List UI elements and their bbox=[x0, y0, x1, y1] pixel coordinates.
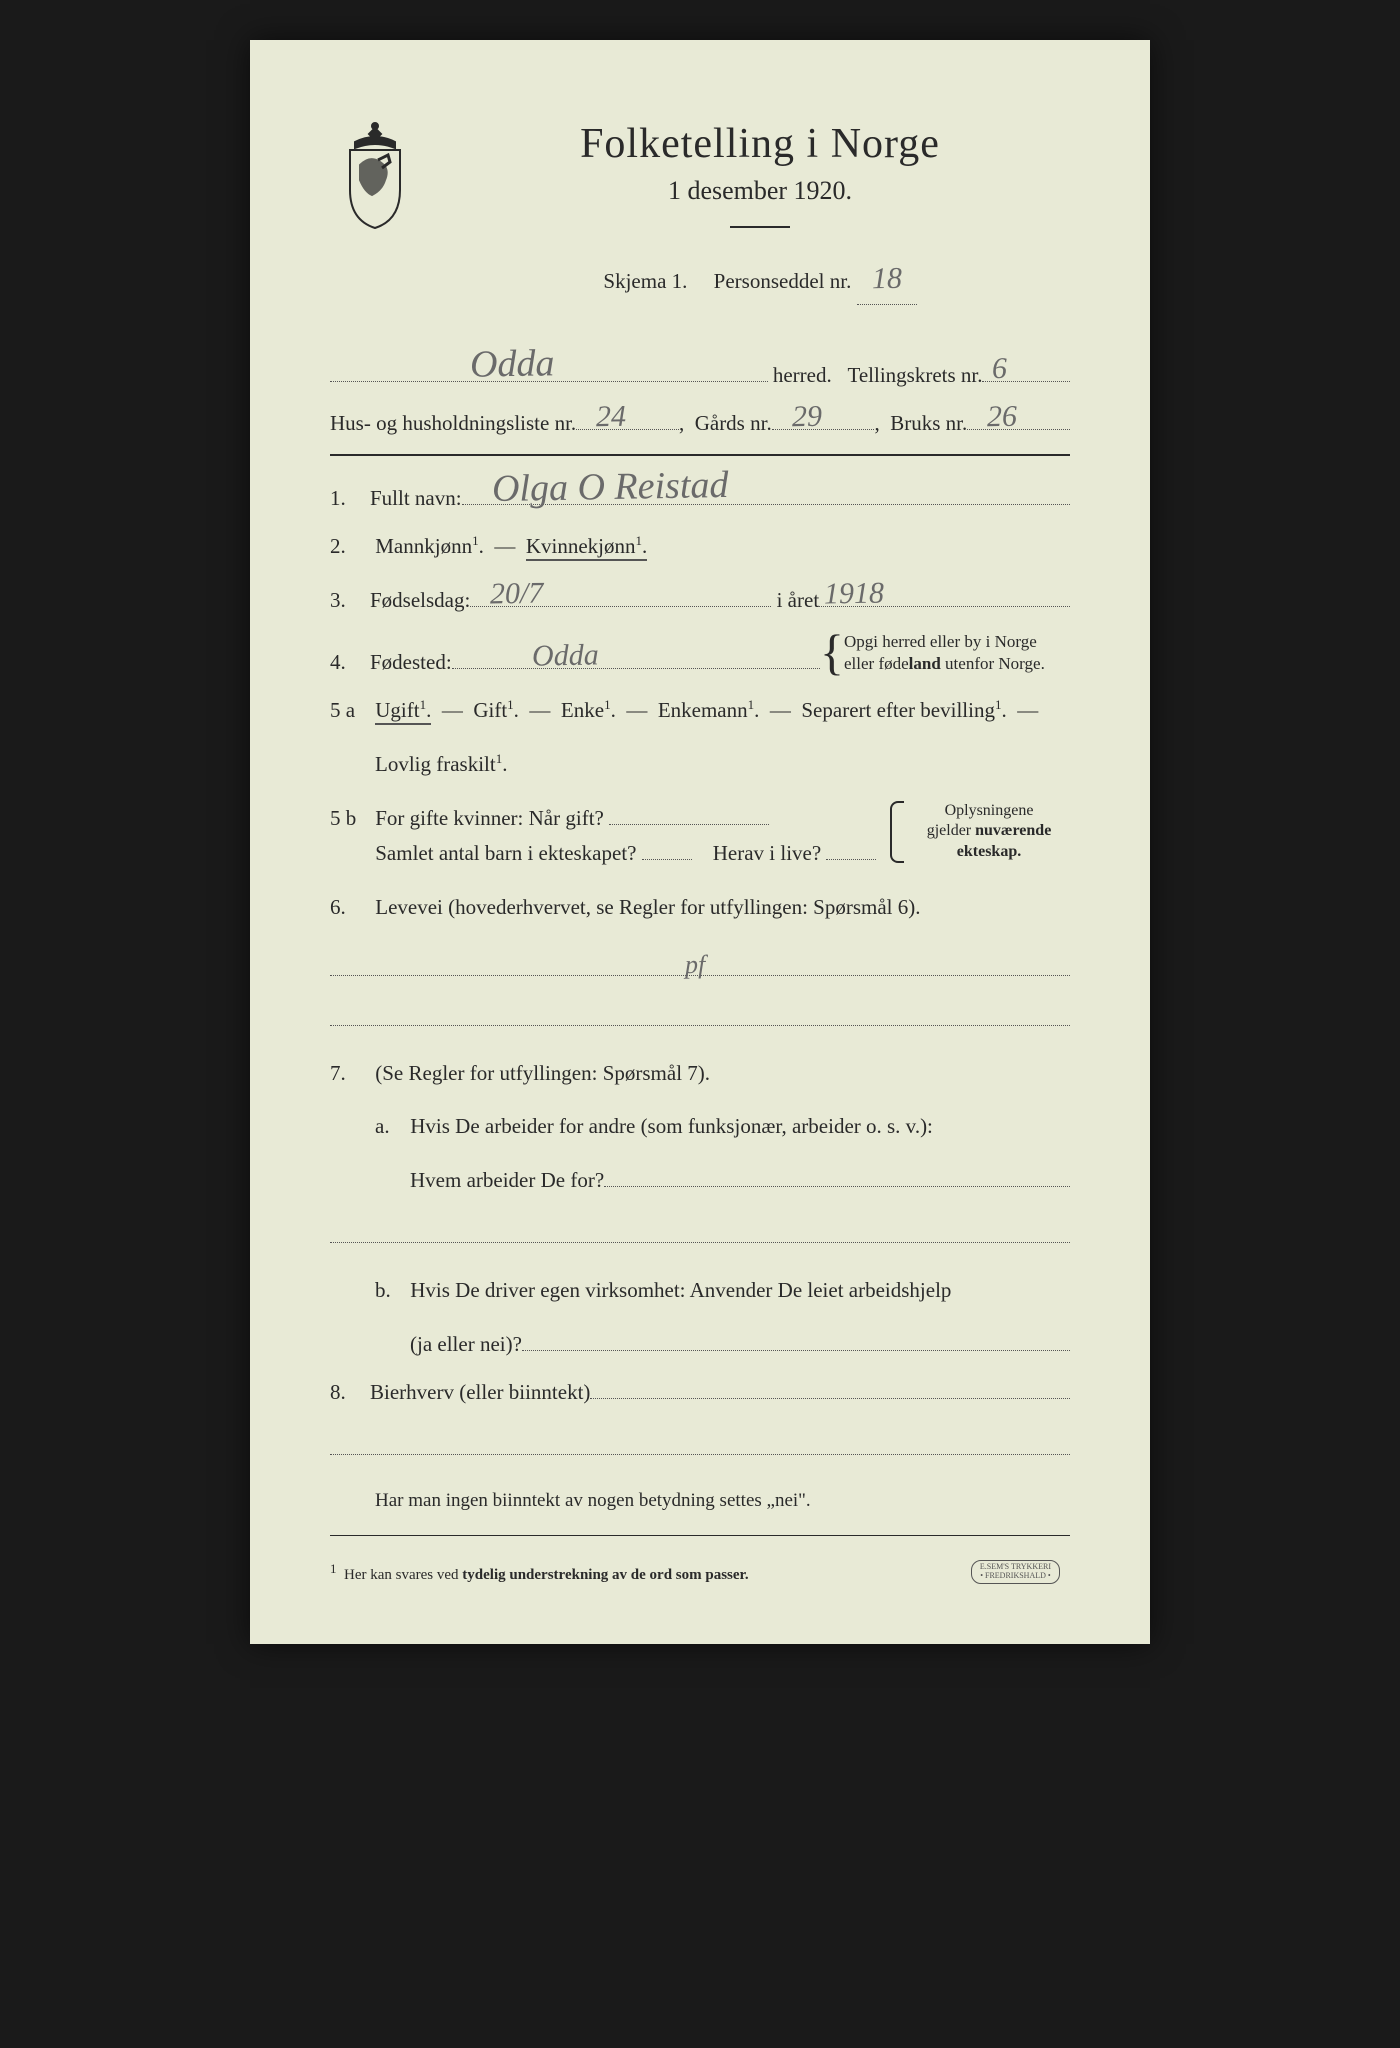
q5b-side-note: Oplysningene gjelder nuværende ekteskap. bbox=[890, 801, 1070, 863]
q2-kvinne-selected: Kvinnekjønn1. bbox=[526, 534, 647, 561]
census-form-page: Folketelling i Norge 1 desember 1920. Sk… bbox=[250, 40, 1150, 1644]
q7b-label2: (ja eller nei)? bbox=[410, 1332, 522, 1357]
gards-label: Gårds nr. bbox=[695, 411, 772, 435]
q1-value: Olga O Reistad bbox=[491, 463, 728, 511]
q7a-row: a. Hvis De arbeider for andre (som funks… bbox=[330, 1109, 1070, 1145]
q7b-row2: (ja eller nei)? bbox=[330, 1327, 1070, 1357]
q1-num: 1. bbox=[330, 486, 370, 511]
bruks-label: Bruks nr. bbox=[890, 411, 967, 435]
q4-value: Odda bbox=[531, 639, 598, 674]
q5a-row: 5 a Ugift1. — Gift1. — Enke1. — Enkemann… bbox=[330, 693, 1070, 729]
herred-value: Odda bbox=[470, 341, 555, 386]
q3-label: Fødselsdag: bbox=[370, 588, 470, 613]
q7b-row: b. Hvis De driver egen virksomhet: Anven… bbox=[330, 1273, 1070, 1309]
q4-row: 4. Fødested: Odda { Opgi herred eller by… bbox=[330, 631, 1070, 676]
q5a-row2: Lovlig fraskilt1. bbox=[330, 747, 1070, 783]
main-title: Folketelling i Norge bbox=[450, 120, 1070, 168]
herred-label: herred. bbox=[773, 363, 832, 387]
q4-num: 4. bbox=[330, 650, 370, 675]
q6-value: pf bbox=[685, 950, 706, 980]
q7-row: 7. (Se Regler for utfyllingen: Spørsmål … bbox=[330, 1056, 1070, 1092]
footnote-divider bbox=[330, 1535, 1070, 1536]
q7a-label: Hvis De arbeider for andre (som funksjon… bbox=[410, 1114, 933, 1138]
q7a-blank bbox=[330, 1223, 1070, 1243]
skjema-label: Skjema 1. bbox=[603, 269, 687, 293]
q8-num: 8. bbox=[330, 1380, 370, 1405]
q5a-ugift-selected: Ugift1. bbox=[375, 698, 431, 725]
q4-note: Opgi herred eller by i Norge eller fødel… bbox=[844, 631, 1045, 675]
q7-num: 7. bbox=[330, 1056, 370, 1092]
q7a-label2: Hvem arbeider De for? bbox=[410, 1168, 604, 1193]
skjema-line: Skjema 1. Personseddel nr. 18 bbox=[450, 253, 1070, 305]
coat-of-arms-icon bbox=[330, 120, 420, 230]
brace-icon: { bbox=[820, 640, 844, 665]
q6-blank1: pf bbox=[330, 956, 1070, 976]
q5b-label3: Herav i live? bbox=[713, 841, 821, 865]
husliste-label: Hus- og husholdningsliste nr. bbox=[330, 411, 576, 436]
q8-blank bbox=[330, 1435, 1070, 1455]
q6-blank2 bbox=[330, 1006, 1070, 1026]
footer-note: Har man ingen biinntekt av nogen betydni… bbox=[330, 1485, 1070, 1517]
gards-value: 29 bbox=[791, 400, 822, 435]
q3-year-label: i året bbox=[777, 588, 820, 612]
q4-label: Fødested: bbox=[370, 650, 452, 675]
q6-row: 6. Levevei (hovederhvervet, se Regler fo… bbox=[330, 890, 1070, 926]
title-block: Folketelling i Norge 1 desember 1920. Sk… bbox=[450, 120, 1070, 323]
husliste-value: 24 bbox=[596, 400, 627, 435]
printer-stamp: E.SEM'S TRYKKERI • FREDRIKSHALD • bbox=[971, 1560, 1060, 1584]
q7b-label: Hvis De driver egen virksomhet: Anvender… bbox=[410, 1278, 951, 1302]
bruks-value: 26 bbox=[987, 400, 1018, 435]
q5b-row: Oplysningene gjelder nuværende ekteskap.… bbox=[330, 801, 1070, 872]
tellingskrets-value: 6 bbox=[992, 352, 1008, 386]
herred-row: Odda herred. Tellingskrets nr. 6 bbox=[330, 358, 1070, 388]
q8-label: Bierhverv (eller biinntekt) bbox=[370, 1380, 590, 1405]
header: Folketelling i Norge 1 desember 1920. Sk… bbox=[330, 120, 1070, 323]
footnote: 1 Her kan svares ved tydelig understrekn… bbox=[330, 1561, 1070, 1584]
q7-label: (Se Regler for utfyllingen: Spørsmål 7). bbox=[375, 1061, 710, 1085]
q1-label: Fullt navn: bbox=[370, 486, 462, 511]
q8-row: 8. Bierhverv (eller biinntekt) bbox=[330, 1375, 1070, 1405]
q3-row: 3. Fødselsdag: 20/7 i året 1918 bbox=[330, 583, 1070, 613]
q5b-label2: Samlet antal barn i ekteskapet? bbox=[375, 841, 636, 865]
q6-label: Levevei (hovederhvervet, se Regler for u… bbox=[375, 895, 920, 919]
q2-num: 2. bbox=[330, 529, 370, 565]
q1-row: 1. Fullt navn: Olga O Reistad bbox=[330, 481, 1070, 511]
q5b-label1: For gifte kvinner: Når gift? bbox=[375, 806, 604, 830]
personseddel-label: Personseddel nr. bbox=[714, 269, 852, 293]
tellingskrets-label: Tellingskrets nr. bbox=[847, 363, 982, 387]
q5a-num: 5 a bbox=[330, 693, 370, 729]
q7a-row2: Hvem arbeider De for? bbox=[330, 1163, 1070, 1193]
divider bbox=[730, 226, 790, 228]
q3-day: 20/7 bbox=[490, 576, 544, 611]
q3-year: 1918 bbox=[824, 576, 885, 611]
q5b-num: 5 b bbox=[330, 801, 370, 837]
husliste-row: Hus- og husholdningsliste nr. 24 , Gårds… bbox=[330, 406, 1070, 436]
q3-num: 3. bbox=[330, 588, 370, 613]
subtitle: 1 desember 1920. bbox=[450, 176, 1070, 206]
personseddel-value: 18 bbox=[871, 253, 902, 305]
q2-row: 2. Mannkjønn1. — Kvinnekjønn1. bbox=[330, 529, 1070, 565]
q2-mann: Mannkjønn1. bbox=[375, 534, 484, 558]
q6-num: 6. bbox=[330, 890, 370, 926]
section-divider bbox=[330, 454, 1070, 456]
